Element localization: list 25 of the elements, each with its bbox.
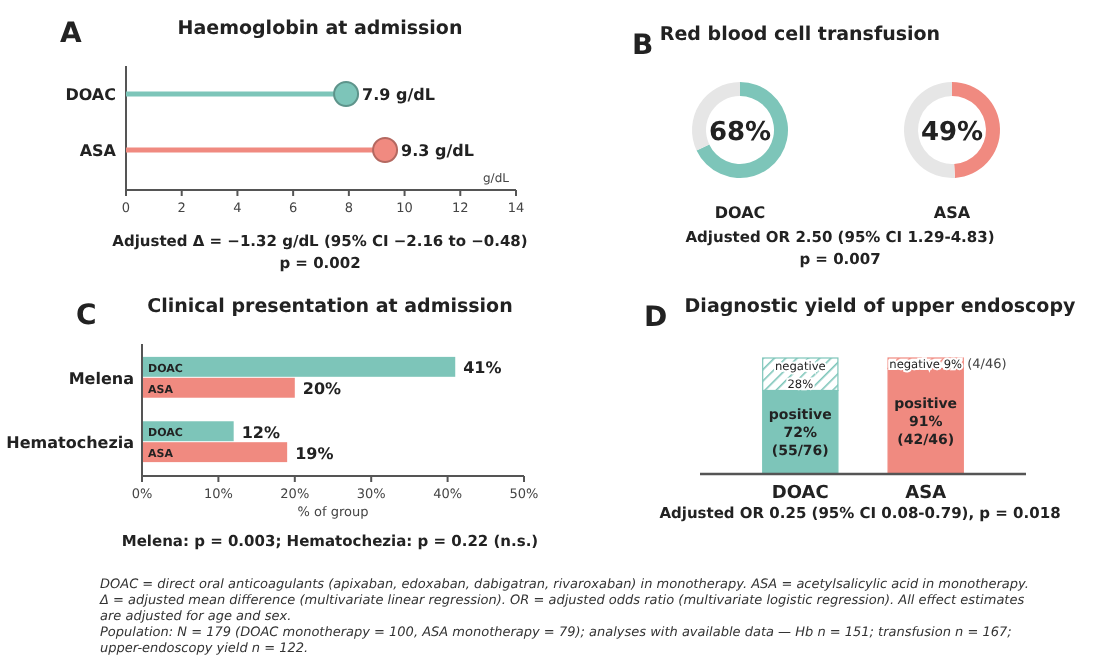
text: A [60, 18, 82, 50]
text: C [76, 300, 97, 332]
x-tick-label: DOAC [771, 484, 830, 504]
y-tick-label: Melena [68, 369, 134, 388]
x-tick-label: ASA [905, 484, 947, 504]
data-label: 9.3 g/dL [401, 142, 474, 160]
bar [142, 377, 295, 398]
y-tick-label: ASA [79, 142, 118, 160]
data-label: 20% [302, 380, 342, 399]
text: B [632, 30, 654, 62]
data-label: 12% [241, 423, 280, 442]
bar [142, 442, 288, 463]
data-label: 49% [920, 118, 984, 148]
chart-title: Haemoglobin at admission [177, 18, 463, 40]
data-label: 7.9 g/dL [362, 86, 435, 104]
text: D [644, 302, 668, 334]
chart-title: Clinical presentation at admission [147, 296, 514, 318]
data-label: 41% [463, 359, 502, 378]
chart-title: Red blood cell transfusion [659, 24, 941, 46]
data-label: 19% [295, 444, 334, 463]
y-tick-label: DOAC [65, 86, 117, 104]
bar [142, 356, 456, 377]
y-tick-label: Hematochezia [6, 434, 134, 453]
data-label: 68% [708, 118, 772, 148]
chart-title: Diagnostic yield of upper endoscopy [684, 296, 1077, 318]
